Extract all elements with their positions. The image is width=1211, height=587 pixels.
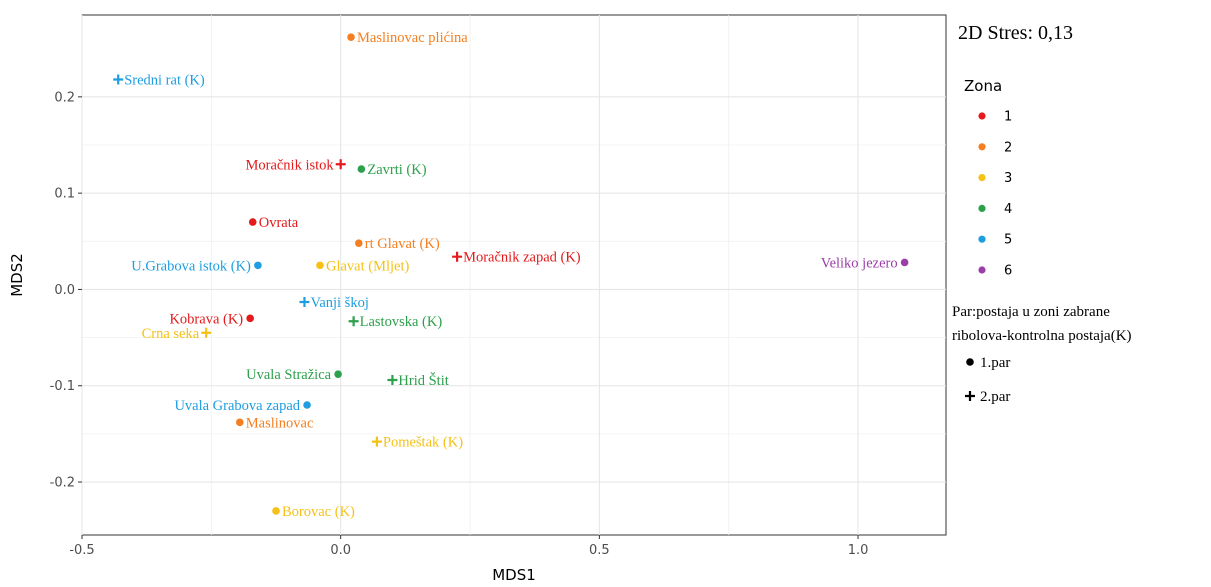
zone-legend-label: 5 <box>1004 233 1012 248</box>
x-axis-title: MDS1 <box>492 566 536 584</box>
zone-legend-title: Zona <box>964 77 1002 95</box>
point-label: Zavrti (K) <box>367 162 426 178</box>
zone-legend-label: 2 <box>1004 140 1012 155</box>
point-circle-marker <box>246 314 254 323</box>
point-circle-marker <box>248 218 257 226</box>
zone-legend-key <box>978 235 986 243</box>
point-label: Maslinovac <box>246 415 314 431</box>
pair-legend-key <box>965 391 975 401</box>
zone-legend: Zona 1 2 3 4 5 6 <box>964 77 1012 279</box>
axes: -0.5 0.0 0.5 1.0 -0.2 -0.1 0.0 0.1 0.2 <box>50 90 869 558</box>
zone-legend-key <box>978 204 986 212</box>
point-label: Lastovska (K) <box>360 314 443 330</box>
plot-panel <box>81 14 947 536</box>
pair-legend-label: 1.par <box>980 355 1010 371</box>
points-layer: Maslinovac plićina Sredni rat (K) Moračnik… <box>113 30 909 520</box>
point-circle-marker <box>272 507 280 515</box>
zone-legend-label: 3 <box>1004 171 1012 186</box>
stress-annotation: 2D Stres: 0,13 <box>958 22 1073 44</box>
point-label: Moračnik istok <box>245 157 334 173</box>
point-circle-marker <box>334 370 342 378</box>
zone-legend-key <box>978 112 986 120</box>
point-label: Hrid Štit <box>398 372 448 389</box>
point-plus-marker <box>348 316 359 327</box>
point-label: Kobrava (K) <box>169 311 243 327</box>
point-plus-marker <box>299 296 310 307</box>
point-plus-marker <box>387 374 398 385</box>
point-circle-marker <box>354 239 363 248</box>
zone-legend-label: 1 <box>1004 110 1012 125</box>
y-tick-label: 0.1 <box>54 187 75 202</box>
point-plus-marker <box>452 251 463 262</box>
zone-legend-key <box>978 143 986 151</box>
point-label: Moračnik zapad (K) <box>463 250 581 266</box>
point-label: Glavat (Mljet) <box>326 258 410 274</box>
point-label: Ovrata <box>259 215 299 231</box>
y-tick-label: -0.1 <box>50 379 75 394</box>
point-circle-marker <box>357 165 366 173</box>
point-circle-marker <box>347 33 355 41</box>
point-label: Veliko jezero <box>821 255 898 271</box>
x-tick-label: -0.5 <box>69 543 94 558</box>
point-plus-marker <box>371 436 382 447</box>
y-tick-label: 0.0 <box>54 283 75 298</box>
pair-legend-title-line2: ribolova-kontrolna postaja(K) <box>952 328 1132 344</box>
y-axis-title: MDS2 <box>8 253 26 297</box>
x-tick-label: 0.0 <box>330 543 351 558</box>
y-tick-label: -0.2 <box>50 476 75 491</box>
x-tick-label: 0.5 <box>589 543 610 558</box>
point-circle-marker <box>303 401 311 409</box>
point-label: Borovac (K) <box>282 504 355 520</box>
zone-legend-key <box>978 174 986 182</box>
point-label: U.Grabova istok (K) <box>131 258 251 274</box>
point-label: rt Glavat (K) <box>365 236 440 252</box>
point-label: Sredni rat (K) <box>124 73 205 89</box>
point-label: Uvala Grabova zapad <box>174 398 300 414</box>
point-circle-marker <box>235 418 244 427</box>
point-plus-marker <box>113 74 124 85</box>
point-circle-marker <box>316 261 324 270</box>
point-label: Crna seka <box>142 326 200 342</box>
x-tick-label: 1.0 <box>848 543 869 558</box>
zone-legend-label: 6 <box>1004 264 1012 279</box>
pair-legend-label: 2.par <box>980 389 1010 405</box>
point-label: Maslinovac plićina <box>357 30 468 46</box>
point-label: Vanji škoj <box>310 295 368 311</box>
point-circle-marker <box>254 261 262 270</box>
point-plus-marker <box>335 159 346 170</box>
point-label: Uvala Stražica <box>246 367 332 383</box>
grid <box>81 15 946 535</box>
point-circle-marker <box>900 258 909 267</box>
pair-legend-title-line1: Par:postaja u zoni zabrane <box>952 304 1110 320</box>
pair-legend: Par:postaja u zoni zabrane ribolova-kont… <box>952 304 1132 405</box>
zone-legend-label: 4 <box>1004 202 1012 217</box>
y-tick-label: 0.2 <box>54 90 75 105</box>
pair-legend-key <box>966 358 974 366</box>
point-plus-marker <box>201 327 212 338</box>
point-label: Pomeštak (K) <box>383 435 463 451</box>
zone-legend-key <box>978 266 986 274</box>
